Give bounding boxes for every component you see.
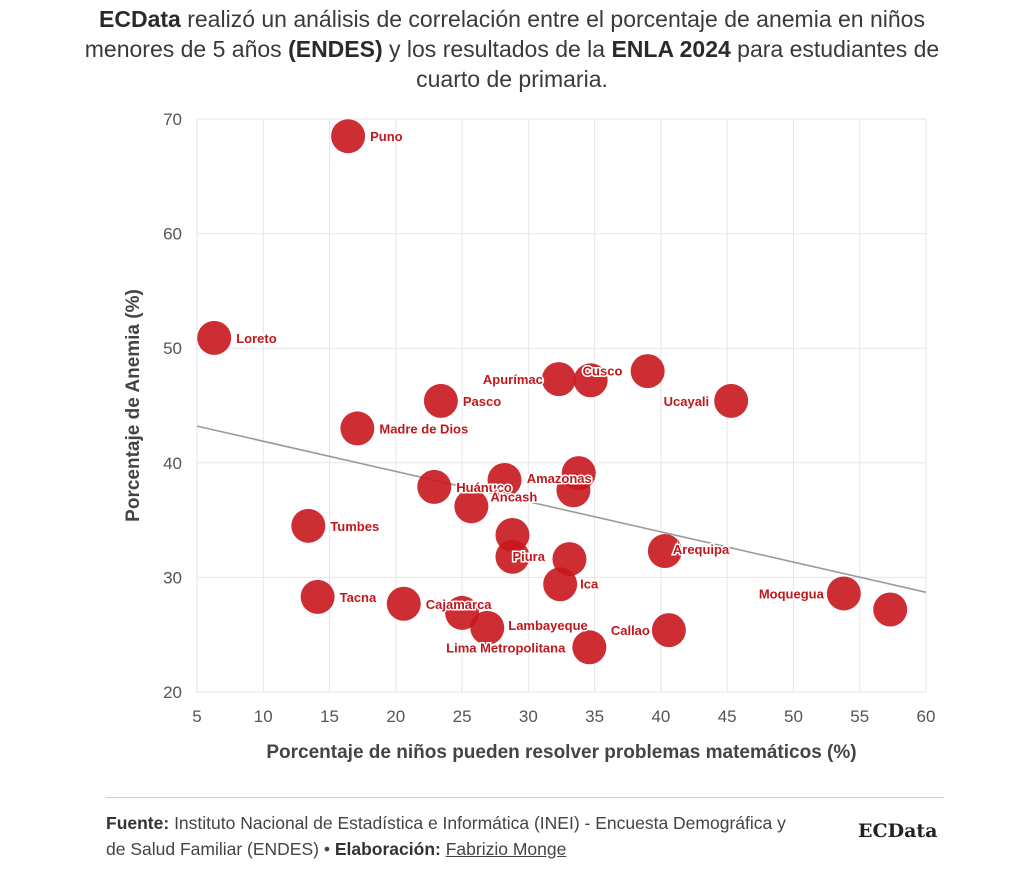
point-label: Tacna bbox=[340, 590, 377, 605]
point-labels: Puno Loreto Apurímac Cusco Ucayali Pasco Madre… bbox=[235, 128, 826, 657]
point-label: Pasco bbox=[463, 394, 501, 409]
tick-labels: 5 10 15 20 25 30 35 40 45 50 55 60 20 30 40 50 60 70 bbox=[163, 110, 935, 726]
point-label: Puno bbox=[370, 129, 403, 144]
point-label: Madre de Dios bbox=[379, 421, 468, 436]
point-label: Loreto bbox=[236, 331, 276, 346]
x-tick-label: 20 bbox=[386, 707, 405, 726]
x-tick-label: 45 bbox=[718, 707, 737, 726]
data-point[interactable] bbox=[714, 383, 749, 418]
point-label: Ica bbox=[580, 576, 599, 591]
data-point[interactable] bbox=[873, 592, 908, 627]
data-point[interactable] bbox=[647, 534, 682, 569]
title-enla: ENLA 2024 bbox=[611, 36, 731, 62]
point-label: Callao bbox=[611, 623, 650, 638]
credit-name[interactable]: Fabrizio Monge bbox=[445, 839, 567, 859]
data-point[interactable] bbox=[340, 411, 375, 446]
point-label: Tumbes bbox=[330, 519, 379, 534]
scatter-chart: 5 10 15 20 25 30 35 40 45 50 55 60 20 30 40 50 60 70 Puno… bbox=[123, 110, 935, 763]
source-label: Fuente: bbox=[106, 813, 170, 833]
title-endes: (ENDES) bbox=[288, 36, 383, 62]
trendline-group bbox=[196, 425, 927, 594]
point-label: Ucayali bbox=[664, 394, 710, 409]
data-point[interactable] bbox=[573, 363, 608, 398]
data-point[interactable] bbox=[445, 595, 480, 630]
footer-divider bbox=[106, 797, 944, 798]
point-label: Cajamarca bbox=[426, 597, 493, 612]
data-point[interactable] bbox=[454, 489, 489, 524]
point-label: Moquegua bbox=[759, 586, 825, 601]
source-text: Instituto Nacional de Estadística e Info… bbox=[106, 813, 786, 859]
data-point[interactable] bbox=[291, 508, 326, 543]
x-tick-label: 50 bbox=[784, 707, 803, 726]
y-axis-title: Porcentaje de Anemia (%) bbox=[123, 289, 144, 522]
data-point[interactable] bbox=[487, 462, 522, 497]
data-point[interactable] bbox=[197, 320, 232, 355]
point-label: Lima Metropolitana bbox=[446, 640, 566, 655]
title-brand: ECData bbox=[99, 6, 181, 32]
x-tick-label: 10 bbox=[254, 707, 273, 726]
data-point[interactable] bbox=[423, 383, 458, 418]
x-tick-label: 15 bbox=[320, 707, 339, 726]
chart-title: ECData realizó un análisis de correlació… bbox=[60, 4, 964, 94]
y-tick-label: 70 bbox=[163, 110, 182, 129]
y-tick-label: 40 bbox=[163, 454, 182, 473]
brand-logo: ECData bbox=[858, 820, 938, 842]
point-label: Apurímac bbox=[483, 372, 543, 387]
x-tick-label: 25 bbox=[453, 707, 472, 726]
point-label: Cusco bbox=[583, 363, 623, 378]
point-label: Huánuco bbox=[456, 480, 512, 495]
footer: Fuente: Instituto Nacional de Estadístic… bbox=[106, 810, 796, 862]
trendline bbox=[196, 425, 927, 594]
data-point[interactable] bbox=[630, 354, 665, 389]
data-point[interactable] bbox=[386, 586, 421, 621]
y-tick-label: 50 bbox=[163, 339, 182, 358]
x-tick-label: 5 bbox=[192, 707, 201, 726]
point-label: Arequipa bbox=[673, 542, 730, 557]
point-label: Lambayeque bbox=[508, 618, 587, 633]
data-point[interactable] bbox=[331, 119, 366, 154]
data-point[interactable] bbox=[651, 613, 686, 648]
x-tick-label: 35 bbox=[585, 707, 604, 726]
title-text-3: para estudiantes de cuarto de primaria. bbox=[416, 36, 940, 92]
data-point[interactable] bbox=[543, 567, 578, 602]
data-point[interactable] bbox=[495, 539, 530, 574]
x-tick-label: 30 bbox=[519, 707, 538, 726]
x-tick-label: 60 bbox=[917, 707, 936, 726]
y-tick-label: 60 bbox=[163, 225, 182, 244]
data-point[interactable] bbox=[572, 630, 607, 665]
title-text-2: y los resultados de la bbox=[382, 36, 612, 62]
title-text-1: realizó un análisis de correlación entre… bbox=[84, 6, 925, 62]
point-label: Amazonas bbox=[527, 471, 592, 486]
x-tick-label: 40 bbox=[651, 707, 670, 726]
points-group bbox=[197, 119, 908, 665]
x-axis-title: Porcentaje de niños pueden resolver prob… bbox=[266, 742, 856, 763]
y-tick-label: 30 bbox=[163, 568, 182, 587]
data-point[interactable] bbox=[826, 576, 861, 611]
data-point[interactable] bbox=[300, 579, 335, 614]
y-tick-label: 20 bbox=[163, 683, 182, 702]
data-point[interactable] bbox=[556, 473, 591, 508]
data-point[interactable] bbox=[541, 362, 576, 397]
x-tick-label: 55 bbox=[850, 707, 869, 726]
point-label: Piura bbox=[512, 549, 545, 564]
credit-label: Elaboración: bbox=[334, 839, 441, 859]
point-label: Áncash bbox=[490, 489, 537, 504]
data-point[interactable] bbox=[470, 610, 505, 645]
data-point[interactable] bbox=[417, 469, 452, 504]
